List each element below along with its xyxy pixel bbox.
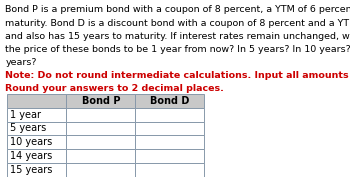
FancyBboxPatch shape bbox=[66, 94, 135, 108]
FancyBboxPatch shape bbox=[135, 163, 204, 177]
FancyBboxPatch shape bbox=[66, 122, 135, 135]
FancyBboxPatch shape bbox=[66, 163, 135, 177]
Text: and also has 15 years to maturity. If interest rates remain unchanged, what do y: and also has 15 years to maturity. If in… bbox=[5, 32, 350, 41]
FancyBboxPatch shape bbox=[7, 135, 66, 149]
Text: Bond P: Bond P bbox=[82, 96, 120, 106]
Text: Note: Do not round intermediate calculations. Input all amounts as positive valu: Note: Do not round intermediate calculat… bbox=[5, 71, 350, 80]
Text: the price of these bonds to be 1 year from now? In 5 years? In 10 years? In 14 y: the price of these bonds to be 1 year fr… bbox=[5, 45, 350, 54]
Text: 15 years: 15 years bbox=[10, 165, 53, 175]
Text: years?: years? bbox=[5, 58, 37, 67]
FancyBboxPatch shape bbox=[7, 108, 66, 122]
FancyBboxPatch shape bbox=[66, 149, 135, 163]
Text: Round your answers to 2 decimal places.: Round your answers to 2 decimal places. bbox=[5, 84, 224, 93]
FancyBboxPatch shape bbox=[135, 108, 204, 122]
FancyBboxPatch shape bbox=[135, 135, 204, 149]
FancyBboxPatch shape bbox=[7, 149, 66, 163]
FancyBboxPatch shape bbox=[66, 108, 135, 122]
FancyBboxPatch shape bbox=[7, 94, 66, 108]
Text: Bond D: Bond D bbox=[150, 96, 190, 106]
Text: Bond P is a premium bond with a coupon of 8 percent, a YTM of 6 percent, and 15 : Bond P is a premium bond with a coupon o… bbox=[5, 5, 350, 14]
FancyBboxPatch shape bbox=[7, 122, 66, 135]
Text: maturity. Bond D is a discount bond with a coupon of 8 percent and a YTM of 10 p: maturity. Bond D is a discount bond with… bbox=[5, 19, 350, 28]
FancyBboxPatch shape bbox=[135, 149, 204, 163]
Text: 10 years: 10 years bbox=[10, 137, 53, 147]
FancyBboxPatch shape bbox=[135, 122, 204, 135]
Text: 1 year: 1 year bbox=[10, 110, 41, 120]
FancyBboxPatch shape bbox=[66, 135, 135, 149]
Text: 14 years: 14 years bbox=[10, 151, 53, 161]
FancyBboxPatch shape bbox=[135, 94, 204, 108]
FancyBboxPatch shape bbox=[7, 163, 66, 177]
Text: 5 years: 5 years bbox=[10, 124, 47, 133]
